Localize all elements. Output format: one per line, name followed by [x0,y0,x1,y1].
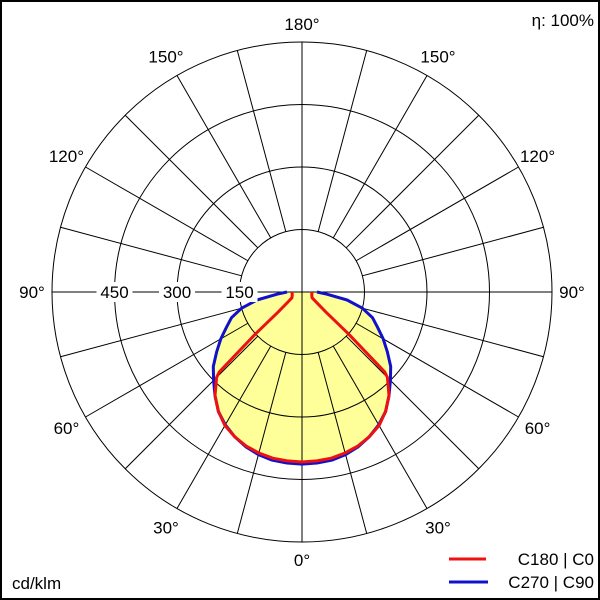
grid-spoke [176,75,272,239]
radial-tick-label: 150 [225,283,253,302]
angle-label: 0° [294,551,310,570]
radial-label-bg [96,282,133,302]
radial-label-bg [221,282,258,302]
grid-spoke [176,345,272,509]
angle-label: 120° [49,147,84,166]
grid-spoke [362,226,544,277]
grid-spoke [332,75,428,239]
grid-spoke [124,335,259,470]
legend: C180 | C0 C270 | C90 [449,550,594,592]
legend-label-c180-c0: C180 | C0 [518,550,594,569]
grid-spoke [332,345,428,509]
radial-label-bg [159,282,195,302]
curve-series-1 [211,290,393,466]
radial-tick-label: 450 [100,283,128,302]
radial-tick-label: 300 [163,283,191,302]
grid-spoke [60,226,242,277]
grid-spoke [236,50,287,232]
angle-label: 30° [153,519,179,538]
angle-label: 120° [520,147,555,166]
grid-spoke [345,335,480,470]
angle-label: 150° [148,47,183,66]
grid-spoke [317,352,368,534]
angle-label: 60° [54,419,80,438]
curve-series-0 [213,291,391,464]
intensity-curves [211,290,393,466]
grid-spoke [124,114,259,249]
grid-spoke [317,50,368,232]
grid-spoke [355,166,519,262]
efficiency-label: η: 100% [532,11,594,30]
angle-label: 60° [525,419,551,438]
grid-spoke [85,166,249,262]
angle-label: 90° [559,283,585,302]
angle-label: 150° [420,47,455,66]
angle-label: 30° [425,519,451,538]
grid-spoke [345,114,480,249]
unit-label: cd/klm [12,574,61,593]
polar-grid [51,41,553,543]
grid-spoke [236,352,287,534]
angle-label: 90° [19,283,45,302]
axis-labels: 150 300 450 0° 30° 30° 60° 60° 90° 90° 120° 120° 150… [19,15,585,570]
angle-label: 180° [284,15,319,34]
grid-spoke [362,307,544,358]
legend-label-c270-c90: C270 | C90 [508,573,594,592]
grid-spoke [60,307,242,358]
